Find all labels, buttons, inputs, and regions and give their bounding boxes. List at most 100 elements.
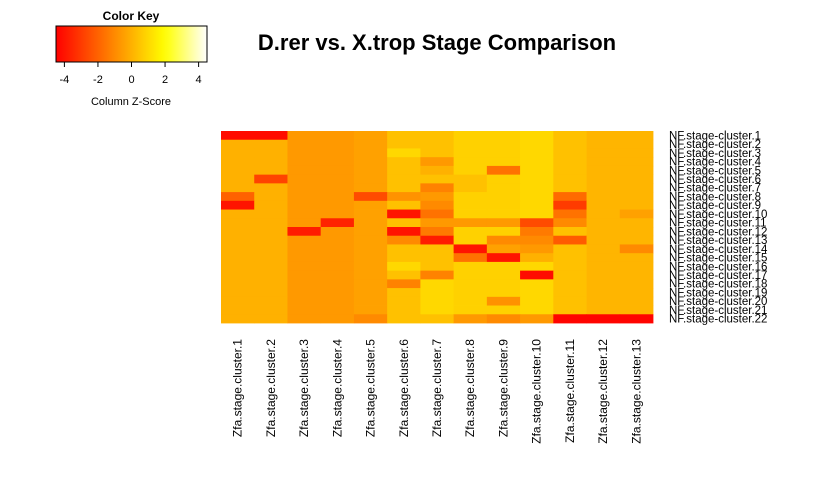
heatmap-cell <box>320 183 355 193</box>
heatmap-cell <box>320 148 355 158</box>
heatmap-cell <box>586 209 621 219</box>
column-label: Zfa.stage.cluster.5 <box>364 339 378 437</box>
heatmap-cell <box>287 139 322 149</box>
heatmap-cell <box>221 305 255 315</box>
heatmap-cell <box>420 200 455 210</box>
heatmap-cell <box>320 200 355 210</box>
row-label: NF.stage-cluster.9 <box>669 200 761 212</box>
heatmap-cell <box>420 209 455 219</box>
heatmap-cell <box>353 131 388 141</box>
heatmap-cell <box>619 288 654 298</box>
heatmap-cell <box>254 305 288 315</box>
heatmap-cell <box>320 296 355 306</box>
heatmap-cell <box>486 235 521 245</box>
heatmap-cell <box>553 288 587 298</box>
heatmap-cell <box>221 235 255 245</box>
heatmap-cell <box>619 183 654 193</box>
heatmap-cell <box>420 148 455 158</box>
heatmap-cell <box>586 253 621 263</box>
heatmap-cell <box>486 131 521 141</box>
heatmap-cell <box>221 314 255 324</box>
heatmap-cell <box>619 244 654 254</box>
heatmap-cell <box>619 192 654 202</box>
row-label: NF.stage-cluster.6 <box>669 174 761 186</box>
heatmap-cell <box>619 270 654 280</box>
heatmap-cell <box>254 314 288 324</box>
heatmap-cell <box>320 131 355 141</box>
column-label: Zfa.stage.cluster.4 <box>330 339 344 437</box>
row-label: NF.stage-cluster.5 <box>669 165 761 177</box>
heatmap-cell <box>254 139 288 149</box>
heatmap-cell <box>553 148 587 158</box>
heatmap-cell <box>320 261 355 272</box>
heatmap-cell <box>287 131 322 141</box>
heatmap-cell <box>221 227 255 237</box>
heatmap-cell <box>553 157 587 167</box>
heatmap-cell <box>387 279 421 289</box>
heatmap-cell <box>320 157 355 167</box>
heatmap-cell <box>387 165 421 176</box>
heatmap-cell <box>520 192 554 202</box>
heatmap-cell <box>553 261 587 272</box>
color-key-tick-label: 2 <box>162 74 168 86</box>
heatmap-cell <box>287 270 322 280</box>
heatmap-cell <box>287 148 322 158</box>
row-label: NF.stage-cluster.8 <box>669 191 761 203</box>
heatmap-cell <box>320 279 355 289</box>
heatmap-cell <box>320 305 355 315</box>
heatmap-cell <box>221 261 255 272</box>
heatmap-cell <box>619 131 654 141</box>
heatmap-cell <box>520 209 554 219</box>
heatmap-cell <box>420 183 455 193</box>
row-label: NF.stage-cluster.17 <box>669 270 767 282</box>
heatmap-cell <box>387 314 421 324</box>
row-label: NF.stage-cluster.12 <box>669 226 767 238</box>
heatmap-cell <box>453 131 488 141</box>
heatmap-cell <box>453 296 488 306</box>
row-label: NF.stage-cluster.16 <box>669 261 767 273</box>
heatmap-cell <box>254 218 288 228</box>
heatmap-cell <box>486 209 521 219</box>
heatmap-cell <box>320 218 355 228</box>
heatmap-cell <box>553 305 587 315</box>
heatmap-cell <box>420 174 455 184</box>
heatmap-cell <box>221 139 255 149</box>
heatmap-cell <box>254 279 288 289</box>
heatmap-cell <box>553 218 587 228</box>
column-label: Zfa.stage.cluster.6 <box>397 339 411 437</box>
heatmap-cell <box>586 314 621 324</box>
color-key-tick-label: 4 <box>196 74 202 86</box>
heatmap-cell <box>387 227 421 237</box>
heatmap-cell <box>586 183 621 193</box>
heatmap-cell <box>221 131 255 141</box>
heatmap-cell <box>619 227 654 237</box>
heatmap-cell <box>353 261 388 272</box>
heatmap-cell <box>287 253 322 263</box>
heatmap-cell <box>221 288 255 298</box>
heatmap-cell <box>619 157 654 167</box>
heatmap-cell <box>453 148 488 158</box>
heatmap-cell <box>353 296 388 306</box>
row-label: NF.stage-cluster.20 <box>669 296 767 308</box>
heatmap-cell <box>486 270 521 280</box>
column-label: Zfa.stage.cluster.9 <box>496 339 510 437</box>
heatmap-cell <box>486 192 521 202</box>
heatmap-cell <box>353 174 388 184</box>
column-label: Zfa.stage.cluster.8 <box>463 339 477 437</box>
heatmap-cell <box>320 209 355 219</box>
heatmap-cell <box>486 279 521 289</box>
heatmap-cell <box>486 227 521 237</box>
heatmap-cell <box>586 305 621 315</box>
heatmap-cell <box>387 192 421 202</box>
heatmap-cell <box>453 139 488 149</box>
heatmap-cell <box>586 235 621 245</box>
heatmap-cell <box>387 183 421 193</box>
row-label: NF.stage-cluster.4 <box>669 157 762 169</box>
color-key: Color Key -4 -2 0 2 4 Column Z-Score <box>55 9 208 108</box>
heatmap-cell <box>353 209 388 219</box>
heatmap-cell <box>353 253 388 263</box>
heatmap-cell <box>453 200 488 210</box>
heatmap-cell <box>586 165 621 176</box>
heatmap-cell <box>619 139 654 149</box>
heatmap-cell <box>453 192 488 202</box>
